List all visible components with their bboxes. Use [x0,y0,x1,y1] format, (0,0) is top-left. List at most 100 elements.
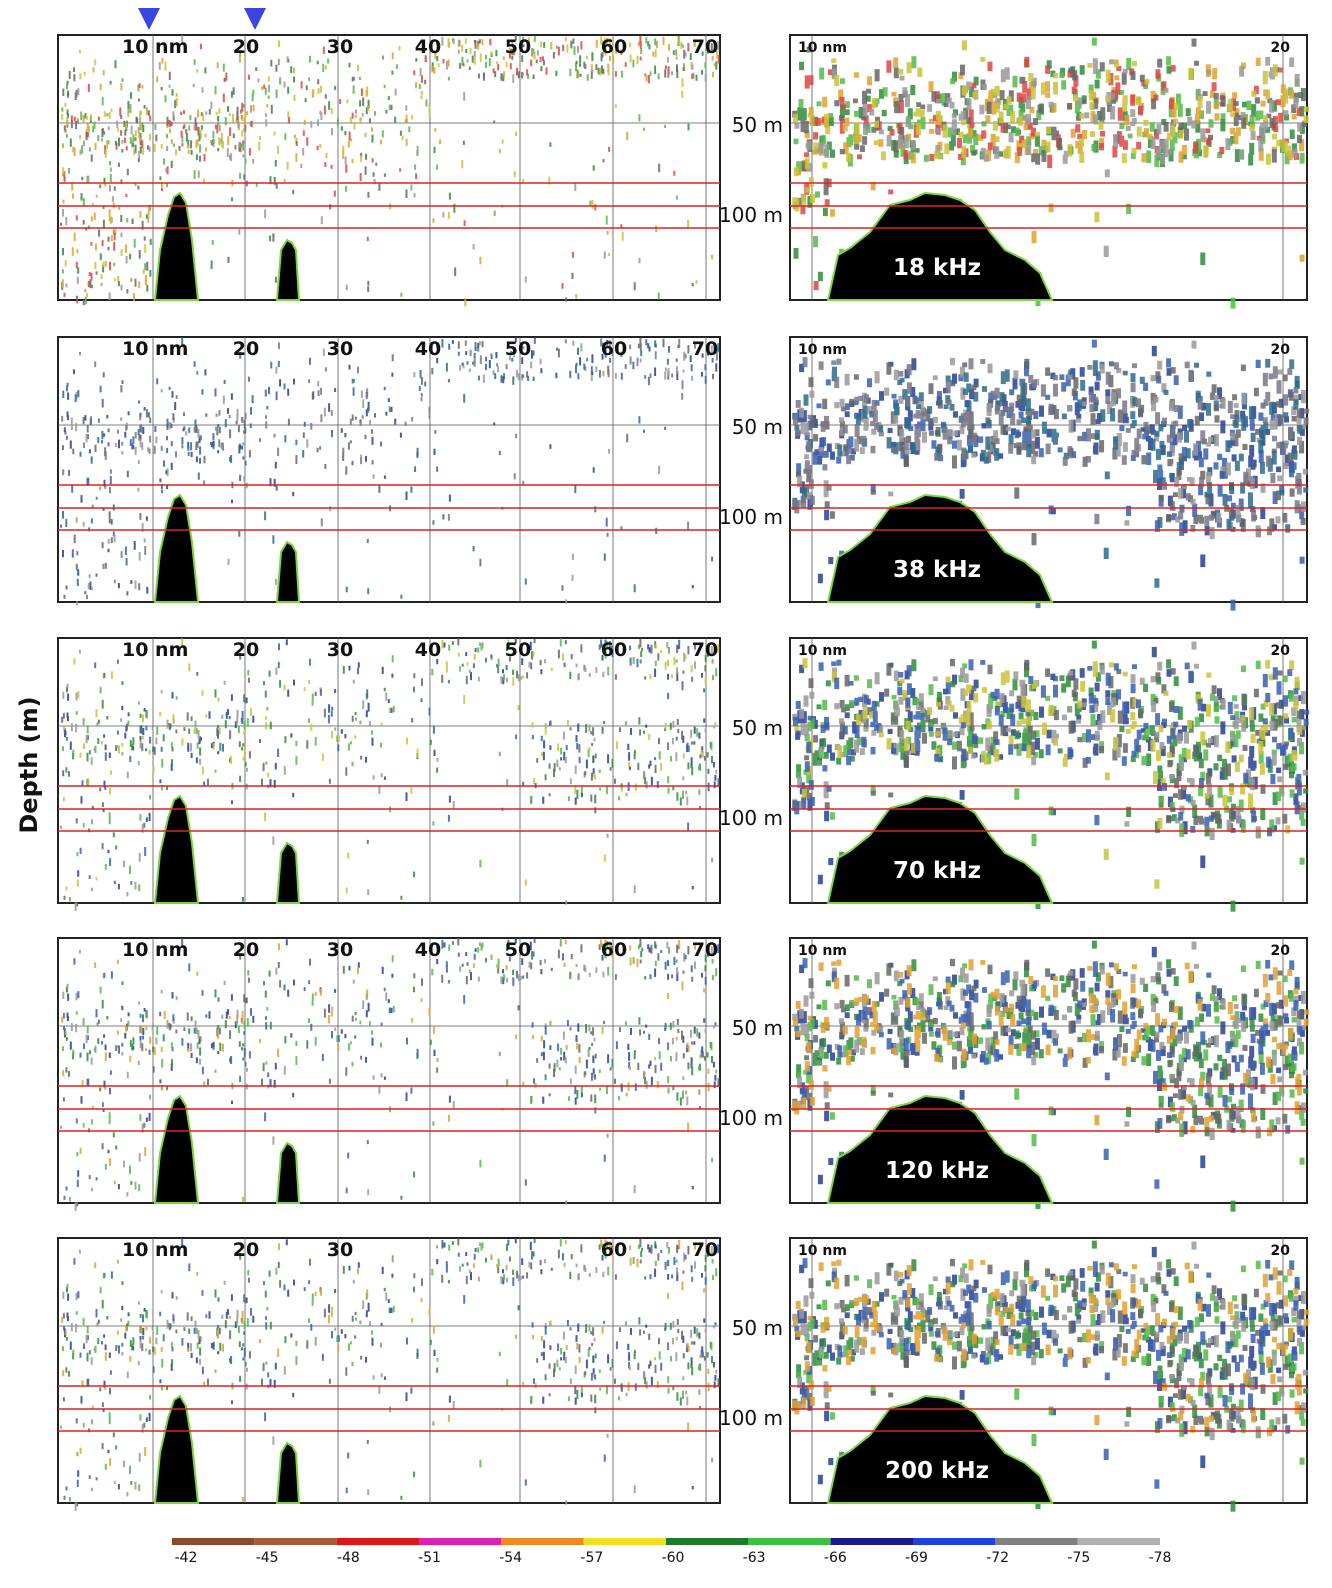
colorbar-label: -60 [662,1550,685,1566]
colorbar-segment [419,1538,502,1545]
echo [795,660,1306,895]
distance-label: 40 [415,639,441,661]
frequency-label: 38 kHz [893,557,981,583]
distance-label: 20 [1271,1243,1291,1259]
depth-label: 100 m [719,806,783,830]
distance-label: 30 [327,639,353,661]
depth-label: 50 m [732,716,783,740]
distance-label: 60 [601,1239,627,1261]
colorbar-segment [336,1538,419,1545]
colorbar-segment [995,1538,1078,1545]
distance-label: 20 [233,36,259,58]
colorbar-label: -54 [499,1550,522,1566]
colorbar-segment [172,1538,255,1545]
distance-label: 20 [1271,40,1291,56]
echo [792,641,1308,850]
distance-label: 30 [327,1239,353,1261]
distance-label: 60 [601,639,627,661]
echo [795,960,1306,1195]
y-axis-label: Depth (m) [15,696,43,833]
echo [796,339,1309,611]
distance-label: 10 nm [122,639,188,661]
overview-frame [57,937,721,1204]
distance-label: 30 [327,939,353,961]
echogram-row: 10 nm 20 30 40 50 60 70 50 m 100 m 10 nm 20 18 kHz [57,34,1310,309]
distance-label: 70 [692,36,718,58]
colorbar-segment [501,1538,584,1545]
seamount [153,191,200,301]
distance-label: 10 nm [122,1239,188,1261]
distance-label: 60 [601,939,627,961]
depth-label: 50 m [732,113,783,137]
colorbar-label: -75 [1067,1550,1090,1566]
overview-frame [57,336,721,603]
seamount [153,1394,200,1504]
distance-label: 10 nm [798,943,847,959]
distance-label: 10 nm [122,939,188,961]
colorbar-segment [913,1538,996,1545]
colorbar-label: -66 [824,1550,847,1566]
distance-label: 50 [505,939,531,961]
seamount [275,1441,301,1504]
echo [792,38,1308,247]
depth-label: 100 m [719,203,783,227]
echo [796,940,1309,1212]
colorbar-label: -42 [175,1550,198,1566]
colorbar-label: -57 [580,1550,603,1566]
seamount [275,841,301,904]
depth-label: 100 m [719,1106,783,1130]
distance-label: 20 [1271,342,1291,358]
distance-label: 20 [233,1239,259,1261]
distance-label: 30 [327,338,353,360]
echo [792,1241,1308,1450]
colorbar-segment [254,1538,337,1545]
seamount [275,1141,301,1204]
distance-label: 70 [692,338,718,360]
colorbar-segment [1077,1538,1160,1545]
distance-label: 50 [505,338,531,360]
overview-frame [57,34,721,301]
seamount [826,1394,1054,1504]
distance-label: 10 nm [798,342,847,358]
colorbar-label: -45 [256,1550,279,1566]
depth-label: 50 m [732,1316,783,1340]
colorbar-segment [830,1538,913,1545]
overview-frame [57,637,721,904]
distance-label: 50 [505,639,531,661]
distance-label: 20 [1271,943,1291,959]
distance-label: 10 nm [122,36,188,58]
echo [796,1240,1309,1512]
distance-label: 70 [692,639,718,661]
distance-label: 10 nm [798,643,847,659]
frequency-label: 200 kHz [885,1458,989,1484]
colorbar-label: -69 [905,1550,928,1566]
seamount [826,794,1054,904]
seamount [153,1094,200,1204]
marker [244,8,266,30]
depth-label: 100 m [719,1406,783,1430]
distance-label: 20 [233,338,259,360]
depth-label: 50 m [732,415,783,439]
distance-label: 60 [601,36,627,58]
depth-label: 100 m [719,505,783,529]
depth-label: 50 m [732,1016,783,1040]
distance-label: 50 [505,36,531,58]
colorbar-segment [748,1538,831,1545]
seamount [275,540,301,603]
frequency-label: 70 kHz [893,858,981,884]
colorbar-label: -72 [986,1550,1009,1566]
distance-label: 70 [692,939,718,961]
distance-label: 40 [415,36,441,58]
colorbar-segment [583,1538,666,1545]
distance-label: 10 nm [122,338,188,360]
distance-label: 40 [415,338,441,360]
colorbar-label: -63 [743,1550,766,1566]
echo [795,1260,1306,1495]
seamount [826,493,1054,603]
seamount [153,493,200,603]
echo [796,640,1309,912]
distance-label: 60 [601,338,627,360]
marker [138,8,160,30]
seamount [275,238,301,301]
